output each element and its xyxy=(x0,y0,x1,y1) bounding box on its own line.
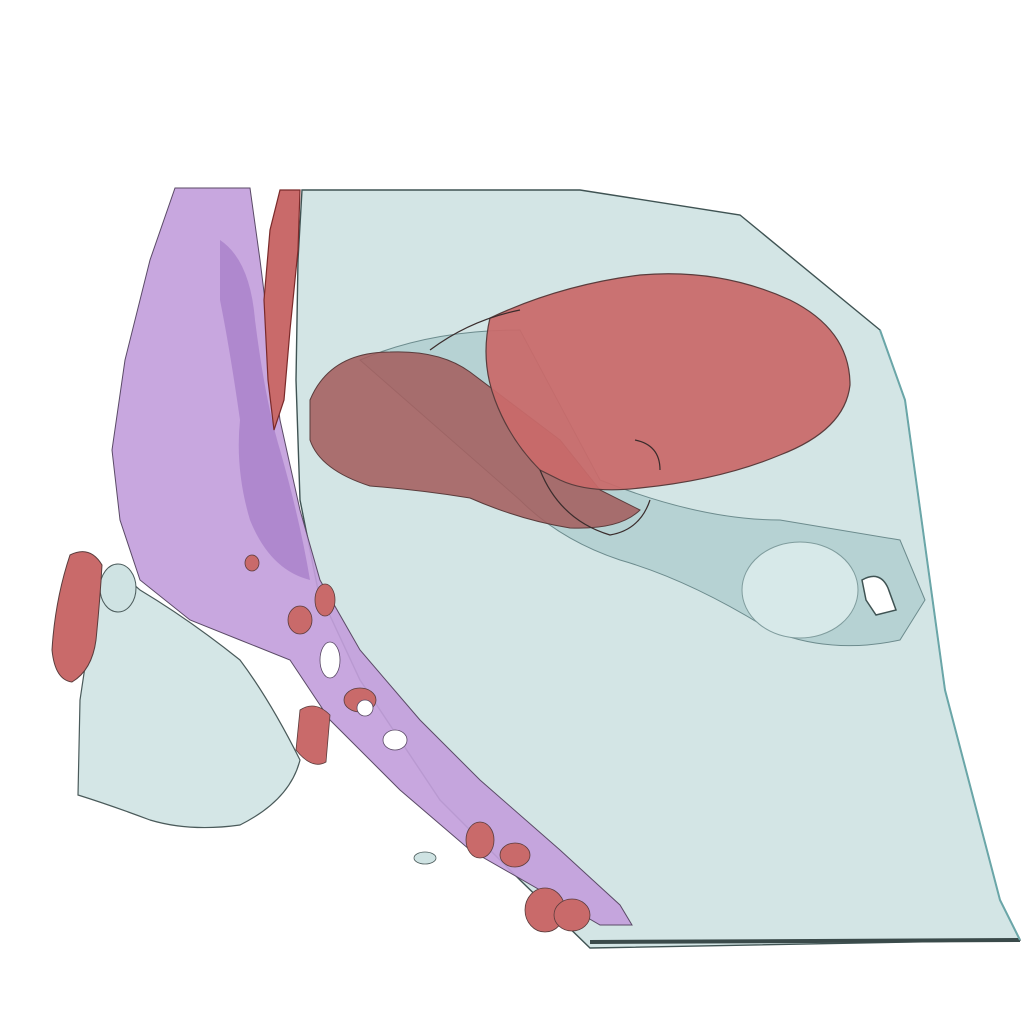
tissue-right-edge xyxy=(879,329,1021,941)
tissue-base-edge xyxy=(589,938,1021,944)
membrane-hole-2 xyxy=(382,729,408,751)
lesion-strip xyxy=(263,189,301,431)
lesion-dot-7 xyxy=(499,842,531,868)
membrane-shadow xyxy=(220,240,310,580)
lesion-dot-1 xyxy=(244,554,260,572)
lesion-main xyxy=(485,273,851,491)
tissue-dot xyxy=(413,851,437,865)
lesion-left xyxy=(51,551,103,683)
lesion-dot-9 xyxy=(553,898,591,932)
lesion-dot-2 xyxy=(287,605,313,635)
lesion-dot-3 xyxy=(295,705,331,765)
vessel-lumen xyxy=(741,541,859,639)
membrane-hole-1 xyxy=(319,641,341,679)
lesion-dot-5 xyxy=(314,583,336,617)
membrane-hole-3 xyxy=(356,699,374,717)
tissue-fragment-left xyxy=(77,581,301,829)
lesion-dot-6 xyxy=(465,821,495,859)
lesion-outline xyxy=(429,309,661,536)
vessel-notch xyxy=(861,575,897,616)
lesion-shadow xyxy=(309,351,641,529)
tissue-fragment-small xyxy=(99,563,137,613)
